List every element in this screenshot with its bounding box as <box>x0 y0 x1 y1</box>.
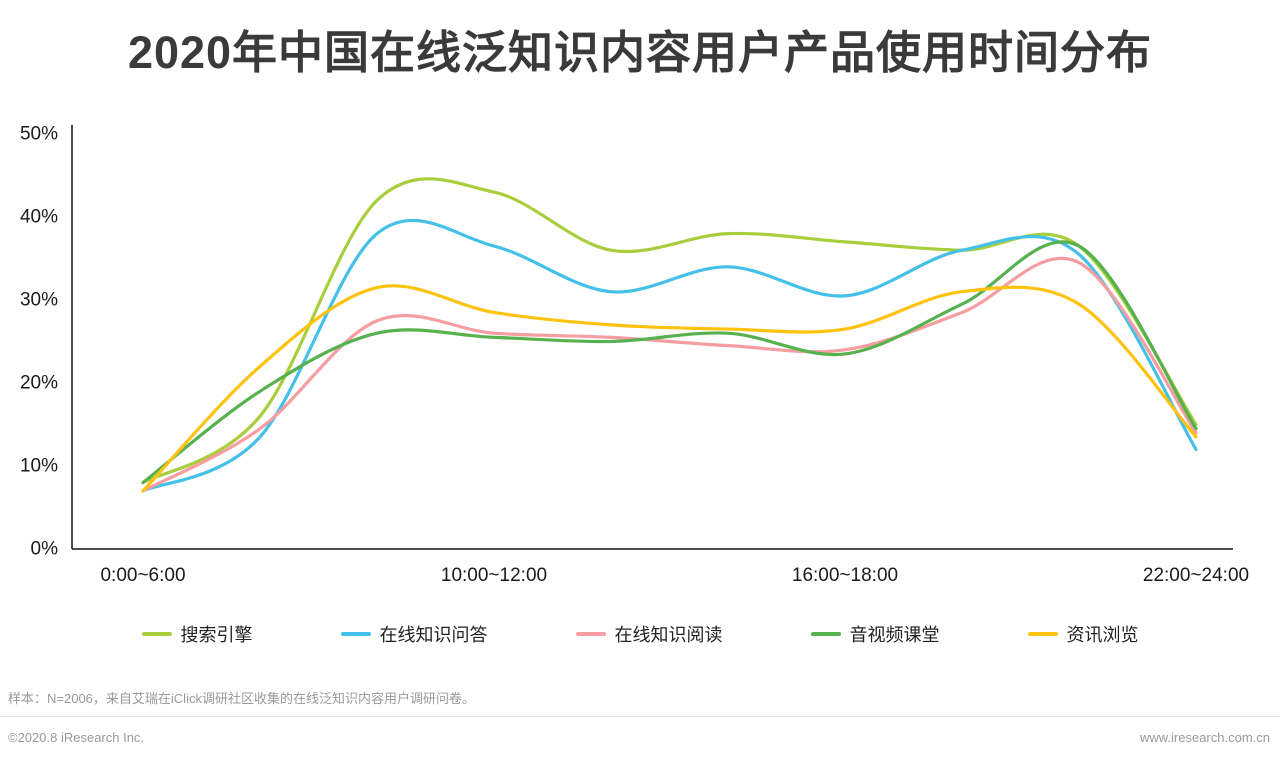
legend-swatch-online-qa <box>340 632 371 636</box>
legend-item-av-classroom: 音视频课堂 <box>810 621 940 647</box>
legend-item-online-qa: 在线知识问答 <box>340 621 488 647</box>
legend-swatch-online-reading <box>575 632 606 636</box>
series-line-news-browsing <box>141 284 1198 493</box>
y-tick-label: 0% <box>31 539 59 560</box>
sample-footnote: 样本：N=2006，来自艾瑞在iClick调研社区收集的在线泛知识内容用户调研问… <box>8 691 475 706</box>
legend-label: 资讯浏览 <box>1066 625 1139 645</box>
series-line-av-classroom <box>141 240 1198 485</box>
series-line-online-reading <box>141 256 1198 493</box>
y-tick-label: 40% <box>20 207 58 228</box>
y-tick-label: 50% <box>20 124 58 145</box>
legend-swatch-search-engine <box>141 632 172 636</box>
legend-label: 音视频课堂 <box>849 625 940 645</box>
usage-time-line-chart: 0% 10% 20% 30% 40% 50% 0:00~6:00 10:00~12:00 16:… <box>20 124 1249 587</box>
y-tick-label: 10% <box>20 456 58 477</box>
legend-item-news-browsing: 资讯浏览 <box>1027 621 1139 647</box>
copyright-text: ©2020.8 iResearch Inc. <box>8 730 145 745</box>
legend-item-search-engine: 搜索引擎 <box>141 621 253 647</box>
legend-label: 搜索引擎 <box>180 625 253 645</box>
y-tick-label: 20% <box>20 373 58 394</box>
legend-swatch-news-browsing <box>1027 632 1058 636</box>
legend-label: 在线知识阅读 <box>614 625 723 645</box>
x-tick-label: 10:00~12:00 <box>441 565 547 586</box>
series-line-online-qa <box>141 218 1198 493</box>
page-title: 2020年中国在线泛知识内容用户产品使用时间分布 <box>127 27 1153 78</box>
x-tick-label: 16:00~18:00 <box>792 565 898 586</box>
website-text: www.iresearch.com.cn <box>1139 730 1270 745</box>
y-tick-label: 30% <box>20 290 58 311</box>
x-tick-label: 22:00~24:00 <box>1143 565 1249 586</box>
chart-legend: 搜索引擎 在线知识问答 在线知识阅读 音视频课堂 资讯浏览 <box>0 621 1280 647</box>
footer-divider <box>0 716 1280 717</box>
legend-label: 在线知识问答 <box>379 625 488 645</box>
x-tick-label: 0:00~6:00 <box>100 565 185 586</box>
legend-item-online-reading: 在线知识阅读 <box>575 621 723 647</box>
legend-swatch-av-classroom <box>810 632 841 636</box>
